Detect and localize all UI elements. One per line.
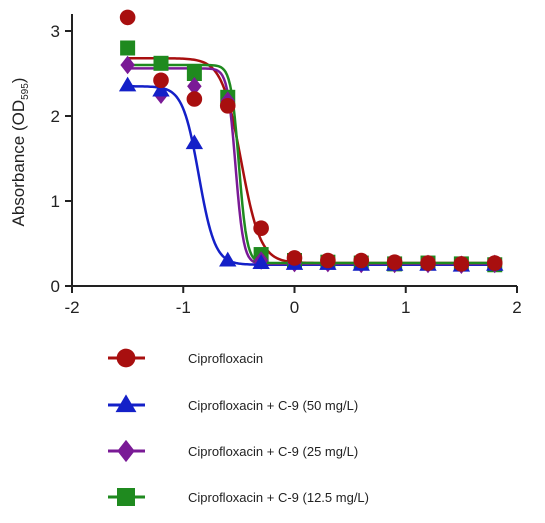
data-point-triangle [152, 81, 170, 97]
data-point-circle [453, 256, 470, 272]
data-point-circle [286, 250, 303, 266]
x-tick-label: 1 [401, 298, 410, 317]
fit-curve-3 [127, 63, 495, 265]
x-tick-label: 0 [290, 298, 299, 317]
y-tick-label: 2 [51, 107, 60, 126]
legend-marker-square [117, 488, 135, 506]
legend-label: Ciprofloxacin + C-9 (50 mg/L) [188, 398, 358, 413]
data-points [118, 9, 504, 275]
data-point-circle [353, 252, 370, 269]
x-tick-label: -1 [176, 298, 191, 317]
data-point-square [186, 66, 202, 81]
y-tick-label: 3 [51, 22, 60, 41]
fit-curve-0 [127, 56, 495, 265]
axes: 0 1 2 3 -2 -1 0 1 2 Absorbance (OD595) [9, 14, 522, 317]
data-point-circle [119, 9, 136, 26]
data-point-triangle [219, 251, 237, 267]
legend-label: Ciprofloxacin [188, 351, 263, 366]
y-axis-title: Absorbance (OD595) [9, 78, 31, 227]
y-tick-label: 0 [51, 277, 60, 296]
data-point-triangle [185, 134, 204, 150]
data-point-circle [253, 220, 269, 236]
data-point-square [120, 40, 136, 56]
legend-marker-diamond [117, 439, 135, 463]
legend-label: Ciprofloxacin + C-9 (25 mg/L) [188, 444, 358, 459]
data-point-circle [186, 91, 203, 107]
data-point-circle [219, 98, 236, 114]
data-point-square [153, 55, 169, 71]
legend-marker-triangle [115, 394, 137, 413]
data-point-circle [320, 252, 336, 269]
x-tick-label: 2 [512, 298, 521, 317]
fit-curves [127, 56, 495, 266]
y-tick-label: 1 [51, 192, 60, 211]
legend-label: Ciprofloxacin + C-9 (12.5 mg/L) [188, 490, 369, 505]
data-point-circle [420, 255, 436, 271]
x-tick-label: -2 [64, 298, 79, 317]
data-point-triangle [118, 76, 137, 92]
legend: Ciprofloxacin Ciprofloxacin + C-9 (50 mg/… [108, 348, 369, 506]
data-point-circle [153, 72, 169, 89]
data-point-diamond [187, 76, 202, 96]
fit-curve-2 [127, 67, 495, 266]
fit-curve-1 [127, 85, 495, 266]
data-point-diamond [120, 55, 135, 75]
data-point-triangle [252, 254, 270, 270]
data-point-circle [486, 255, 503, 271]
legend-marker-circle [116, 348, 136, 368]
data-point-circle [386, 254, 403, 270]
